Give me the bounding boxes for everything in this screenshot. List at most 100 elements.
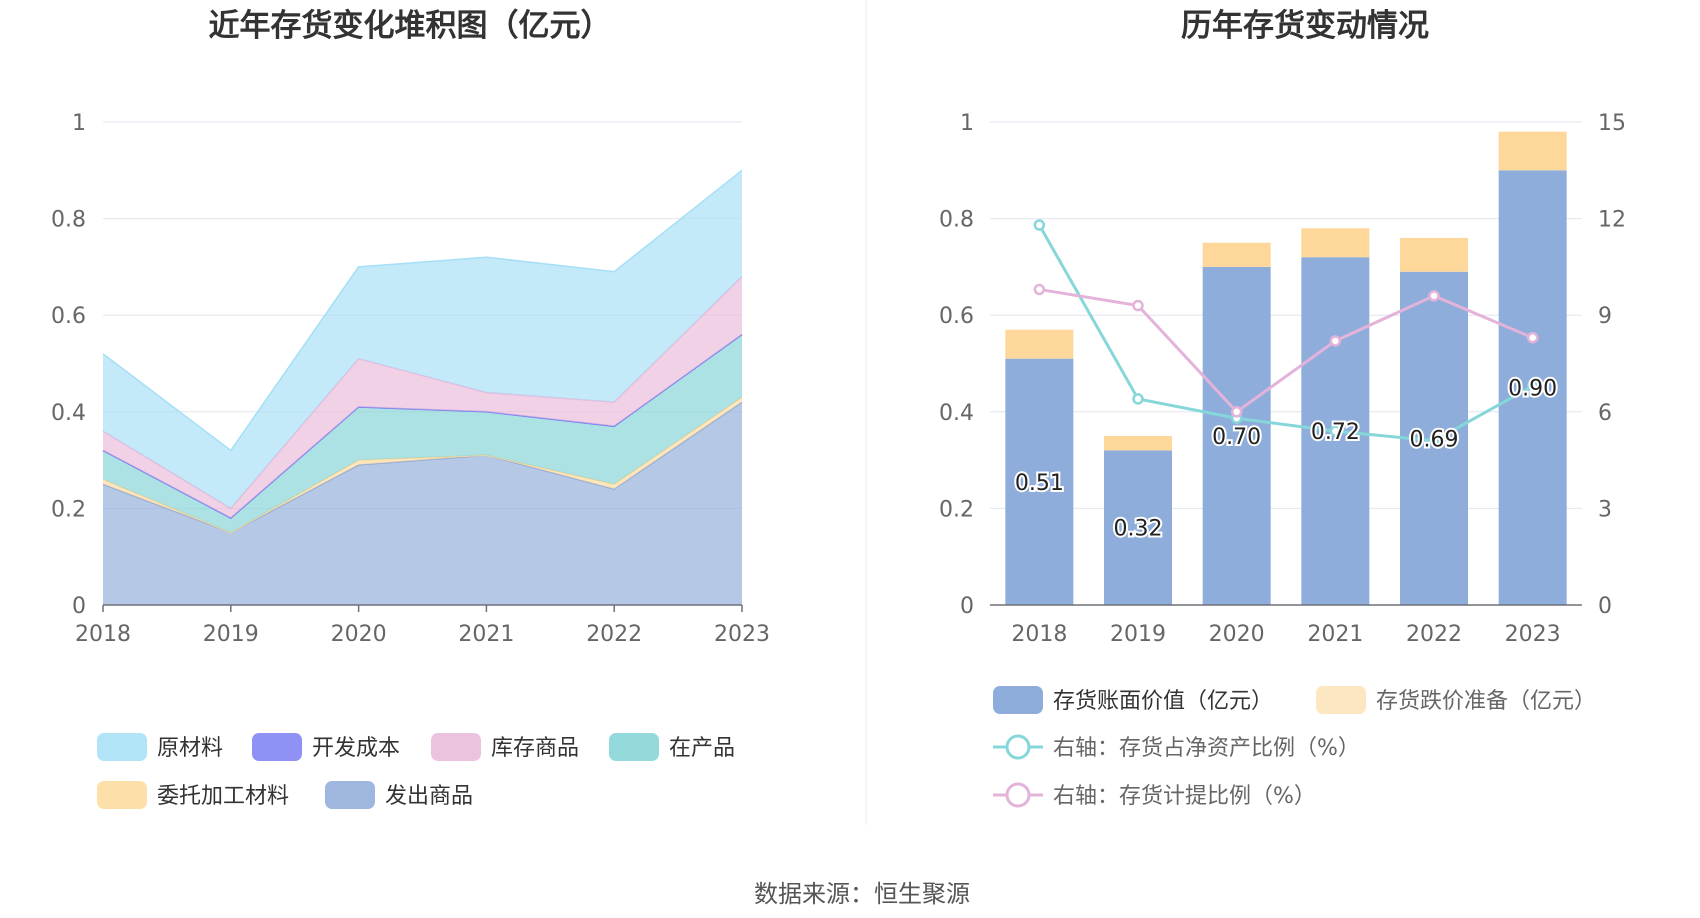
legend-item-在产品[interactable]: 在产品 xyxy=(609,733,735,761)
right-left-y-tick-label: 0.4 xyxy=(939,401,974,426)
line-point-右轴：存货计提比例（%） xyxy=(1230,406,1243,418)
line-point-右轴：存货计提比例（%） xyxy=(1526,331,1539,344)
right-left-y-tick-label: 0.2 xyxy=(939,497,974,522)
right-grid xyxy=(990,121,1582,509)
legend-swatch xyxy=(97,733,147,761)
legend-swatch xyxy=(325,781,375,809)
line-point-右轴：存货计提比例（%） xyxy=(1329,335,1342,347)
left-y-tick-label: 1 xyxy=(72,111,86,136)
legend-label: 库存商品 xyxy=(491,736,579,761)
area-发出商品 xyxy=(103,402,742,605)
source-note: 数据来源：恒生聚源 xyxy=(754,880,970,908)
line-point-右轴：存货占净资产比例（%） xyxy=(1033,219,1046,231)
legend-label: 存货账面价值（亿元） xyxy=(1053,689,1273,714)
legend-item-库存商品[interactable]: 库存商品 xyxy=(431,733,579,761)
bar-存货账面价值（亿元） xyxy=(1202,266,1271,605)
line-右轴：存货占净资产比例（%） xyxy=(1038,224,1534,443)
legend-swatch xyxy=(252,733,302,761)
right-legend[interactable]: 存货账面价值（亿元） 存货跌价准备（亿元） 右轴：存货占净资产比例（%） 右轴：存货计… xyxy=(993,686,1596,809)
right-left-y-tick-label: 0.8 xyxy=(939,208,974,233)
legend-label: 开发成本 xyxy=(312,736,400,761)
right-right-y-tick-label: 9 xyxy=(1598,304,1612,329)
left-y-tick-label: 0 xyxy=(72,594,86,619)
legend-label: 委托加工材料 xyxy=(157,784,289,809)
right-left-y-tick-label: 1 xyxy=(960,111,974,136)
bar-存货账面价值（亿元） xyxy=(1005,358,1074,605)
line-point-右轴：存货占净资产比例（%） xyxy=(1132,393,1144,405)
bar-存货跌价准备（亿元） xyxy=(1400,237,1468,272)
bar-存货跌价准备（亿元） xyxy=(1202,242,1271,267)
legend-item-右轴：存货计提比例（%）[interactable]: 右轴：存货计提比例（%） xyxy=(993,782,1316,809)
line-point-右轴：存货占净资产比例（%） xyxy=(1329,425,1342,437)
left-axes: 0 0.2 0.4 0.6 0.8 1 2018 2019 2020 2021 2022 2023 xyxy=(51,111,770,647)
right-x-tick-label: 2021 xyxy=(1307,622,1363,647)
legend-item-原材料[interactable]: 原材料 xyxy=(97,733,223,761)
right-x-tick-label: 2020 xyxy=(1209,622,1265,647)
right-lines xyxy=(1033,219,1539,447)
right-right-y-tick-label: 12 xyxy=(1598,208,1626,233)
right-bars xyxy=(1005,131,1567,606)
line-point-右轴：存货计提比例（%） xyxy=(1132,299,1144,312)
right-right-y-tick-label: 15 xyxy=(1598,111,1626,136)
left-y-tick-label: 0.2 xyxy=(51,497,86,522)
right-x-tick-label: 2022 xyxy=(1406,622,1462,647)
legend-label: 在产品 xyxy=(669,736,735,761)
legend-swatch xyxy=(1316,686,1366,714)
legend-label: 发出商品 xyxy=(385,784,473,809)
area-原材料 xyxy=(103,170,742,509)
legend-item-发出商品[interactable]: 发出商品 xyxy=(325,781,473,809)
right-x-tick-label: 2019 xyxy=(1110,622,1166,647)
right-left-y-tick-label: 0.6 xyxy=(939,304,974,329)
left-chart-title: 近年存货变化堆积图（亿元） xyxy=(209,8,612,44)
right-chart: 历年存货变动情况 0.51 0.32 0.70 0.72 0.6 9 0.90 0 0 0.2 3… xyxy=(939,8,1626,809)
bar-value-label: 0.51 xyxy=(1015,471,1064,496)
legend-item-右轴：存货占净资产比例（%）[interactable]: 右轴：存货占净资产比例（%） xyxy=(993,734,1360,761)
left-x-tick-label: 2020 xyxy=(331,622,387,647)
left-areas xyxy=(102,169,743,605)
legend-label: 存货跌价准备（亿元） xyxy=(1376,689,1596,714)
bar-存货跌价准备（亿元） xyxy=(1498,131,1567,171)
right-right-y-tick-label: 3 xyxy=(1598,497,1612,522)
legend-item-存货账面价值（亿元）[interactable]: 存货账面价值（亿元） xyxy=(993,686,1273,714)
left-x-tick-label: 2021 xyxy=(458,622,514,647)
bar-value-label: 0.90 xyxy=(1508,377,1557,402)
left-x-tick-label: 2019 xyxy=(203,622,259,647)
right-bar-labels: 0.51 0.32 0.70 0.72 0.69 0.90 xyxy=(1013,375,1559,544)
legend-swatch xyxy=(609,733,659,761)
left-x-tick-label: 2022 xyxy=(586,622,642,647)
legend-label: 右轴：存货计提比例（%） xyxy=(1053,784,1316,809)
left-y-tick-label: 0.8 xyxy=(51,208,86,233)
left-x-tick-label: 2018 xyxy=(75,622,131,647)
bar-value-label: 0.72 xyxy=(1311,420,1360,445)
legend-swatch xyxy=(431,733,481,761)
line-point-右轴：存货占净资产比例（%） xyxy=(1428,435,1440,447)
legend-item-存货跌价准备（亿元）[interactable]: 存货跌价准备（亿元） xyxy=(1316,686,1596,714)
right-x-tick-label: 2018 xyxy=(1011,622,1067,647)
right-chart-title: 历年存货变动情况 xyxy=(1181,8,1429,44)
bar-存货跌价准备（亿元） xyxy=(1005,329,1074,359)
area-库存商品 xyxy=(103,276,742,519)
bar-value-label: 0.32 xyxy=(1114,517,1163,542)
legend-item-委托加工材料[interactable]: 委托加工材料 xyxy=(97,781,289,809)
right-right-y-tick-label: 0 xyxy=(1598,594,1612,619)
left-x-tick-label: 2023 xyxy=(714,622,770,647)
legend-label: 原材料 xyxy=(157,736,223,761)
legend-label: 右轴：存货占净资产比例（%） xyxy=(1053,736,1360,761)
bar-value-label: 0.70 xyxy=(1212,425,1261,450)
left-y-tick-label: 0.6 xyxy=(51,304,86,329)
left-y-tick-label: 0.4 xyxy=(51,401,86,426)
legend-item-开发成本[interactable]: 开发成本 xyxy=(252,733,400,761)
legend-marker xyxy=(1005,782,1031,808)
area-在产品 xyxy=(103,334,742,533)
legend-marker xyxy=(1005,734,1031,760)
area-edge-原材料 xyxy=(102,169,743,452)
right-left-y-tick-label: 0 xyxy=(960,594,974,619)
line-point-右轴：存货占净资产比例（%） xyxy=(1526,380,1539,392)
right-x-tick-label: 2023 xyxy=(1505,622,1561,647)
bar-存货账面价值（亿元） xyxy=(1104,450,1172,605)
legend-swatch xyxy=(993,686,1043,714)
line-右轴：存货计提比例（%） xyxy=(1039,287,1534,414)
